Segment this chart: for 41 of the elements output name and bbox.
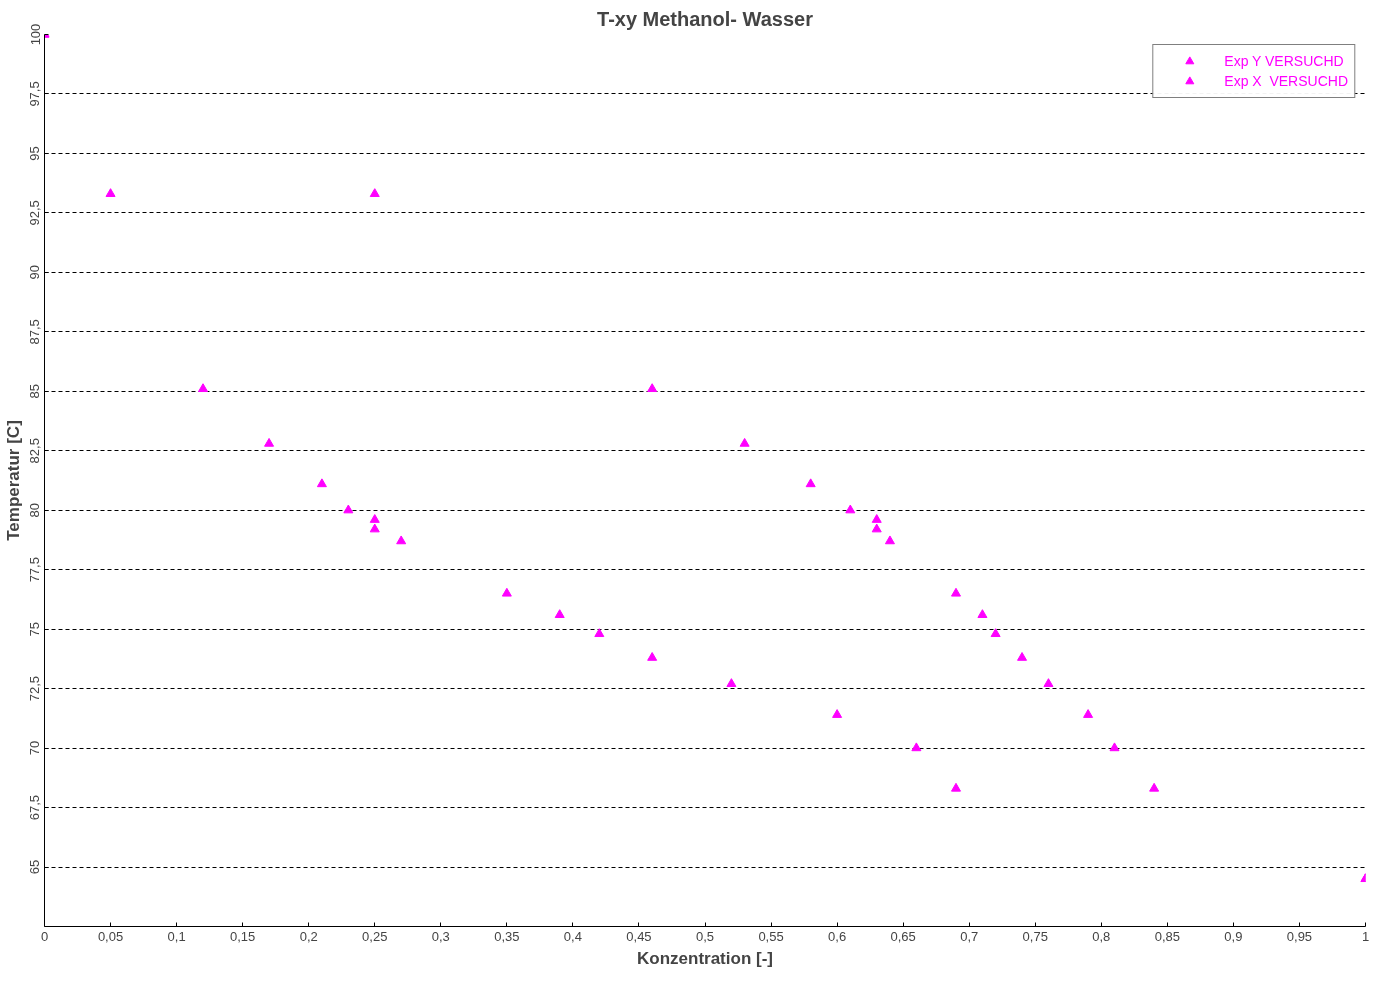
x-tick-label: 0,45 <box>626 928 652 944</box>
chart-title: T-xy Methanol- Wasser <box>597 7 814 30</box>
y-tick-label: 82,5 <box>27 438 43 464</box>
x-tick-label: 0,9 <box>1224 928 1243 944</box>
y-tick-label: 92,5 <box>27 200 43 226</box>
y-tick-label: 85 <box>27 384 43 399</box>
legend-label: Exp X VERSUCHD <box>1224 73 1348 89</box>
y-tick-label: 90 <box>27 265 43 280</box>
x-tick-label: 0,15 <box>230 928 256 944</box>
y-tick-label: 100 <box>27 23 43 46</box>
y-tick-label: 67,5 <box>27 794 43 821</box>
x-tick-label: 0,85 <box>1154 928 1181 944</box>
x-tick-label: 0,4 <box>563 928 582 944</box>
x-tick-label: 0,7 <box>960 928 979 944</box>
x-tick-label: 0,8 <box>1092 928 1111 944</box>
x-tick-label: 0,2 <box>299 928 318 944</box>
y-tick-label: 95 <box>27 146 43 161</box>
legend-label: Exp Y VERSUCHD <box>1224 53 1344 69</box>
x-tick-label: 0,1 <box>167 928 186 944</box>
x-tick-label: 0 <box>40 928 49 944</box>
y-tick-label: 65 <box>27 859 43 875</box>
x-tick-label: 0,55 <box>758 928 784 944</box>
x-tick-label: 0,25 <box>362 928 388 944</box>
x-tick-label: 0,05 <box>97 928 124 944</box>
x-tick-label: 0,65 <box>890 928 916 944</box>
x-tick-label: 0,95 <box>1286 928 1313 944</box>
y-tick-label: 80 <box>27 502 43 518</box>
x-tick-label: 0,5 <box>695 928 715 944</box>
x-tick-label: 0,6 <box>828 928 847 944</box>
x-tick-label: 0,3 <box>431 928 450 944</box>
y-tick-label: 97,5 <box>27 81 43 107</box>
y-tick-label: 87,5 <box>27 319 43 345</box>
y-tick-label: 70 <box>27 740 43 756</box>
y-axis-title: Temperatur [C] <box>3 420 23 541</box>
y-tick-label: 77,5 <box>27 557 43 583</box>
x-axis-title: Konzentration [-] <box>637 948 773 968</box>
x-tick-label: 0,75 <box>1022 928 1048 944</box>
x-tick-label: 1 <box>1361 928 1370 944</box>
y-tick-label: 72,5 <box>27 675 43 702</box>
x-tick-label: 0,35 <box>494 928 520 944</box>
y-tick-label: 75 <box>27 621 43 637</box>
